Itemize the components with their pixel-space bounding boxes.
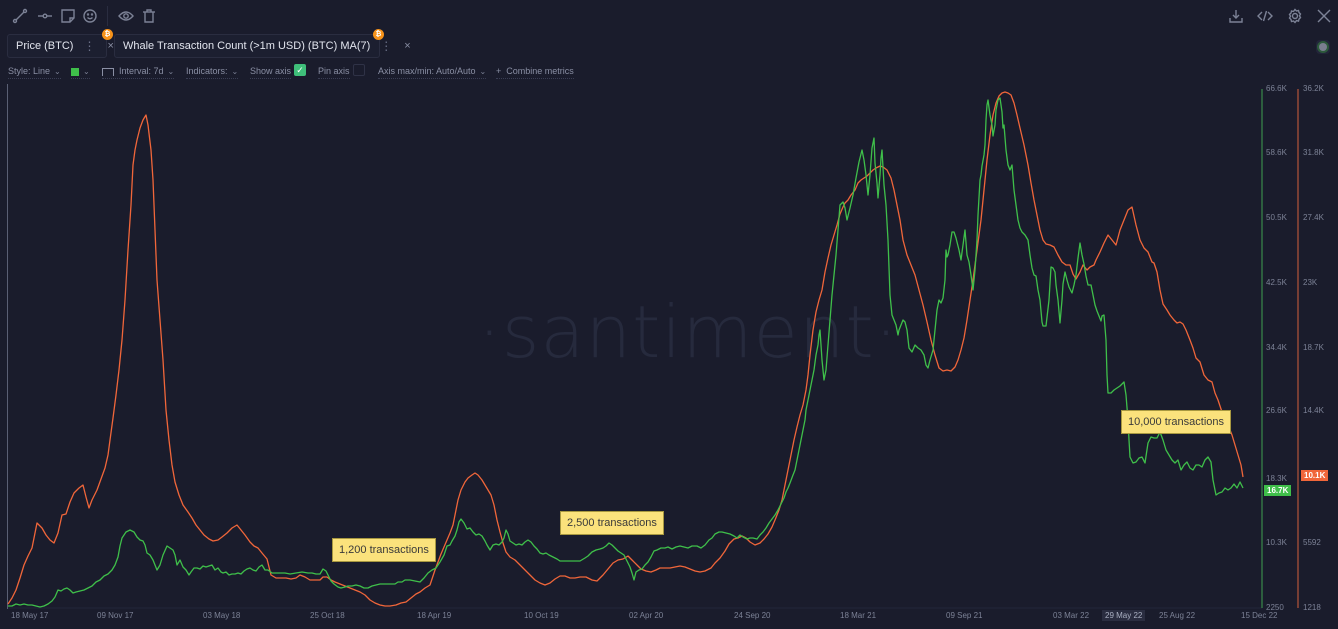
chevron-down-icon: ⌄: [83, 67, 90, 76]
price-y-tick: 2250: [1266, 603, 1284, 612]
whale-transactions-line: [7, 91, 1244, 607]
remove-metric-icon[interactable]: ×: [107, 40, 114, 52]
whale-y-tick: 14.4K: [1303, 406, 1324, 415]
note-icon[interactable]: [60, 8, 76, 24]
x-tick: 09 Sep 21: [946, 611, 983, 620]
x-tick: 24 Sep 20: [734, 611, 771, 620]
whale-y-tick: 18.7K: [1303, 343, 1324, 352]
chevron-down-icon: ⌄: [54, 67, 61, 76]
price-y-tick: 66.6K: [1266, 84, 1287, 93]
close-icon[interactable]: [1316, 8, 1332, 24]
live-status-indicator[interactable]: [1316, 40, 1330, 54]
pin-axis-checkbox[interactable]: [353, 64, 365, 76]
remove-metric-icon[interactable]: ×: [404, 40, 411, 52]
metric-label: Whale Transaction Count (>1m USD) (BTC) …: [123, 40, 371, 52]
color-picker[interactable]: ⌄: [71, 66, 90, 79]
annotation-10000-transactions: 10,000 transactions: [1121, 410, 1232, 434]
whale-y-tick: 36.2K: [1303, 84, 1324, 93]
whale-y-tick: 27.4K: [1303, 213, 1324, 222]
price-y-tick: 42.5K: [1266, 278, 1287, 287]
metric-tab-price[interactable]: Price (BTC) ⋮ × ₿: [7, 29, 114, 58]
interval-dropdown[interactable]: Interval: 7d ⌄: [102, 66, 175, 79]
price-y-tick: 10.3K: [1266, 538, 1287, 547]
whale-y-tick: 5592: [1303, 538, 1321, 547]
style-label: Style: Line: [8, 66, 51, 76]
show-axis-checkbox[interactable]: ✓: [294, 64, 306, 76]
horizontal-line-icon[interactable]: [37, 8, 53, 24]
metric-label: Price (BTC): [16, 40, 74, 52]
more-options-icon[interactable]: ⋮: [83, 39, 96, 53]
x-tick: 25 Aug 22: [1159, 611, 1196, 620]
plus-icon: +: [496, 66, 502, 76]
combine-metrics-label: Combine metrics: [506, 66, 574, 76]
price-y-tick: 26.6K: [1266, 406, 1287, 415]
whale-current-value-badge: 10.1K: [1301, 470, 1329, 481]
emoji-icon[interactable]: [82, 8, 98, 24]
x-tick: 18 Mar 21: [840, 611, 877, 620]
axis-maxmin-label: Axis max/min: Auto/Auto: [378, 66, 476, 76]
x-tick: 03 Mar 22: [1053, 611, 1090, 620]
more-options-icon[interactable]: ⋮: [380, 39, 393, 53]
x-tick: 09 Nov 17: [97, 611, 134, 620]
x-tick-highlighted: 29 May 22: [1102, 610, 1146, 621]
x-tick: 03 May 18: [203, 611, 241, 620]
settings-gear-icon[interactable]: [1287, 8, 1303, 24]
x-tick: 25 Oct 18: [310, 611, 345, 620]
style-dropdown[interactable]: Style: Line ⌄: [8, 66, 61, 79]
chevron-down-icon: ⌄: [231, 67, 239, 76]
axis-maxmin-dropdown[interactable]: Axis max/min: Auto/Auto ⌄: [378, 66, 487, 79]
annotation-2500-transactions: 2,500 transactions: [560, 511, 664, 535]
line-tool-icon[interactable]: [12, 8, 28, 24]
ruler-icon: [102, 67, 114, 76]
santiment-watermark: ·santiment·: [478, 290, 899, 374]
price-line: [8, 97, 1244, 608]
chart-settings-row: Style: Line ⌄ ⌄ Interval: 7d ⌄ Indicators:…: [0, 64, 1338, 80]
eye-icon[interactable]: [118, 8, 134, 24]
x-tick: 15 Dec 22: [1241, 611, 1278, 620]
show-axis-toggle[interactable]: Show axis: [250, 66, 292, 79]
x-tick: 02 Apr 20: [629, 611, 664, 620]
toolbar-divider: [107, 6, 108, 26]
annotation-1200-transactions: 1,200 transactions: [332, 538, 436, 562]
trash-icon[interactable]: [141, 8, 157, 24]
x-tick: 18 Apr 19: [417, 611, 452, 620]
chart-left-edge: [7, 84, 8, 609]
metric-tab-whale-transactions[interactable]: Whale Transaction Count (>1m USD) (BTC) …: [114, 29, 411, 58]
color-swatch: [71, 67, 79, 76]
whale-y-tick: 23K: [1303, 278, 1318, 287]
interval-label: Interval: 7d: [119, 66, 164, 76]
combine-metrics-button[interactable]: + Combine metrics: [496, 66, 574, 79]
whale-y-tick: 31.8K: [1303, 148, 1324, 157]
whale-y-tick: 1218: [1303, 603, 1321, 612]
price-current-value-badge: 16.7K: [1264, 485, 1292, 496]
chevron-down-icon: ⌄: [167, 67, 175, 76]
chevron-down-icon: ⌄: [479, 67, 487, 76]
show-axis-label: Show axis: [250, 66, 292, 76]
embed-code-icon[interactable]: [1257, 8, 1273, 24]
indicators-dropdown[interactable]: Indicators: ⌄: [186, 66, 239, 79]
x-tick: 18 May 17: [11, 611, 49, 620]
price-y-tick: 58.6K: [1266, 148, 1287, 157]
price-y-tick: 50.5K: [1266, 213, 1287, 222]
price-y-tick: 18.3K: [1266, 474, 1287, 483]
bitcoin-icon: ₿: [102, 29, 113, 40]
bitcoin-icon: ₿: [373, 29, 384, 40]
top-toolbar: [0, 0, 1338, 32]
price-y-tick: 34.4K: [1266, 343, 1287, 352]
download-icon[interactable]: [1228, 8, 1244, 24]
pin-axis-label: Pin axis: [318, 66, 350, 76]
indicators-label: Indicators:: [186, 66, 228, 76]
x-tick: 10 Oct 19: [524, 611, 559, 620]
pin-axis-toggle[interactable]: Pin axis: [318, 66, 350, 79]
